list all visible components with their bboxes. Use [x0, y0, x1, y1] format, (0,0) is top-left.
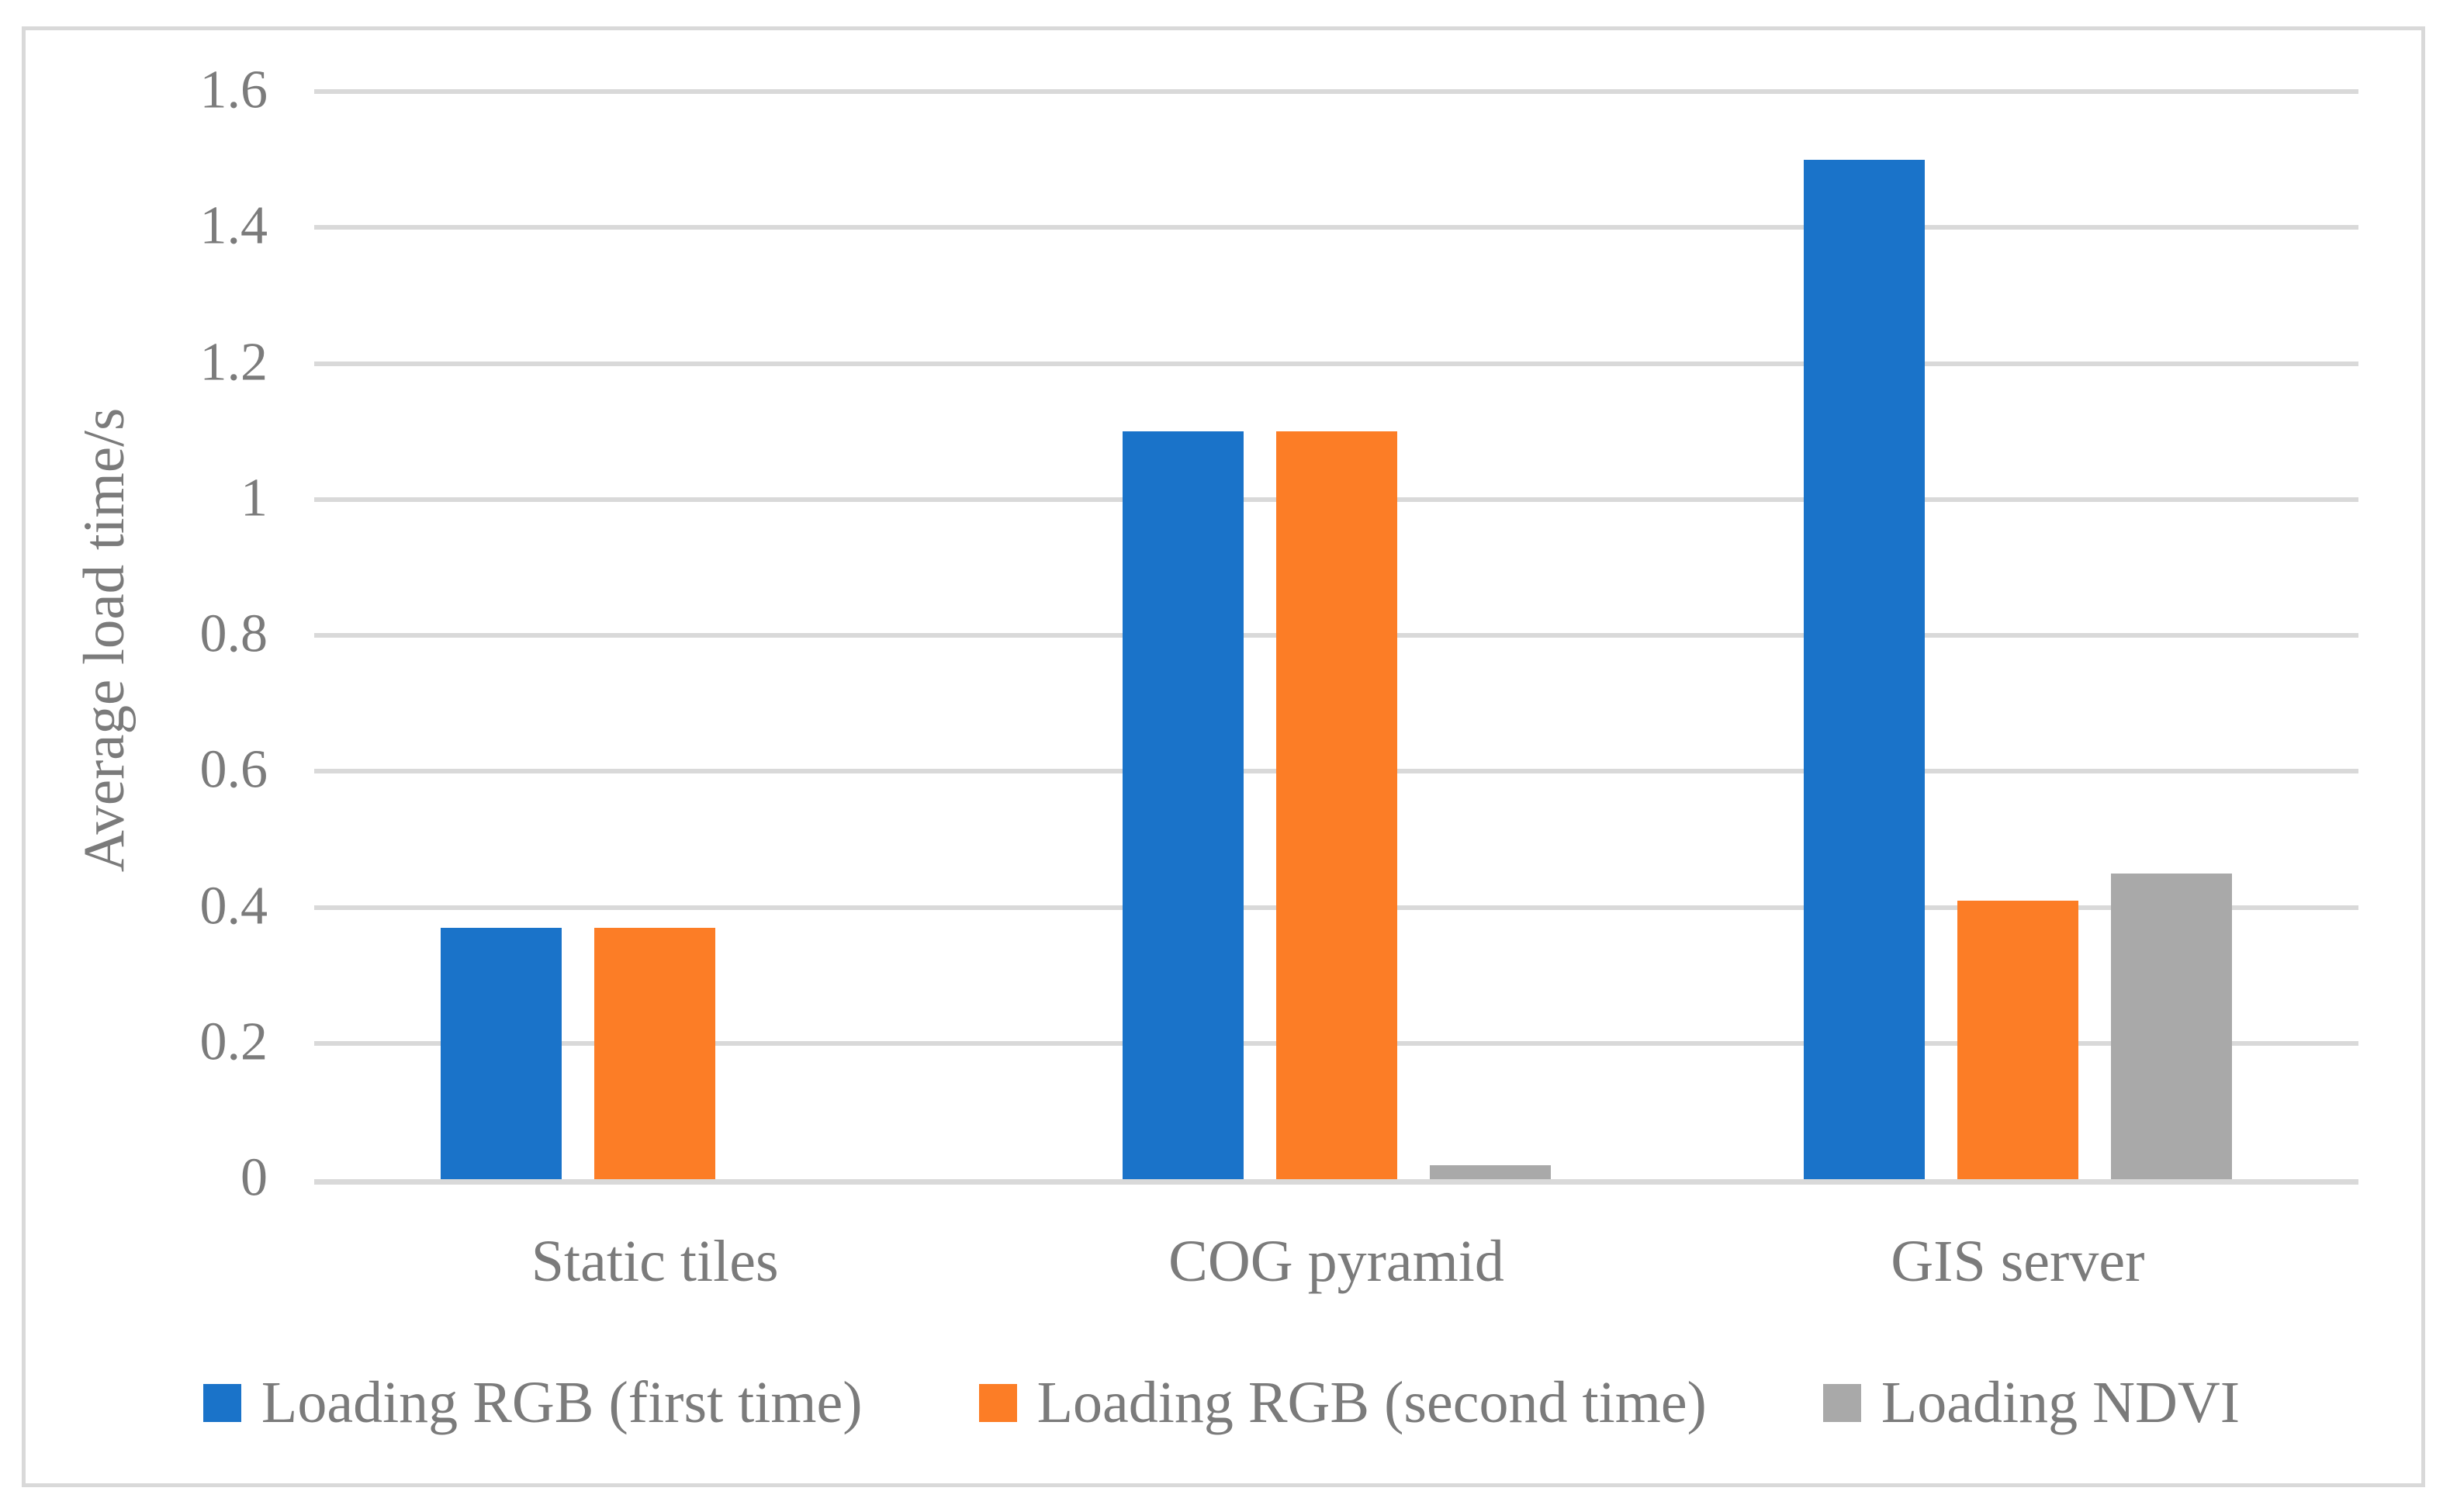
chart-frame-border	[22, 26, 2425, 1487]
x-axis-category-labels: Static tiles COG pyramid GIS server	[314, 1228, 2358, 1321]
legend-label-loading-rgb-first-time: Loading RGB (first time)	[261, 1370, 863, 1435]
legend-item-loading-rgb-first-time: Loading RGB (first time)	[202, 1369, 863, 1437]
gridline-1.6	[314, 89, 2358, 94]
bar-cog-pyramid-loading-rgb-first-time	[1122, 431, 1244, 1179]
y-axis-tick-labels: 1.6 1.4 1.2 1 0.8 0.6 0.4 0.2 0	[0, 60, 268, 1207]
gridline-1.4	[314, 225, 2358, 230]
bar-cog-pyramid-loading-ndvi	[1429, 1165, 1551, 1179]
legend-swatch-loading-ndvi	[1822, 1384, 1861, 1422]
legend-item-loading-rgb-second-time: Loading RGB (second time)	[978, 1369, 1707, 1437]
x-category-label-gis-server: GIS server	[1891, 1229, 2145, 1294]
bar-static-tiles-loading-rgb-second-time	[594, 928, 716, 1179]
y-tick-label-0: 0	[240, 1147, 268, 1208]
bar-gis-server-loading-rgb-first-time	[1803, 160, 1925, 1179]
x-category-label-static-tiles: Static tiles	[531, 1229, 779, 1294]
bar-cog-pyramid-loading-rgb-second-time	[1275, 431, 1397, 1179]
legend-item-loading-ndvi: Loading NDVI	[1822, 1369, 2241, 1437]
y-tick-label-1.2: 1.2	[199, 331, 268, 392]
gridline-1.2	[314, 361, 2358, 366]
bar-gis-server-loading-rgb-second-time	[1957, 901, 2078, 1179]
legend: Loading RGB (first time) Loading RGB (sec…	[0, 1369, 2443, 1437]
y-tick-label-1.6: 1.6	[199, 60, 268, 120]
y-tick-label-0.2: 0.2	[199, 1012, 268, 1072]
y-tick-label-0.8: 0.8	[199, 604, 268, 664]
legend-swatch-loading-rgb-first-time	[202, 1384, 241, 1422]
legend-swatch-loading-rgb-second-time	[978, 1384, 1017, 1422]
x-category-label-cog-pyramid: COG pyramid	[1168, 1229, 1504, 1294]
y-tick-label-1: 1	[240, 468, 268, 528]
bar-static-tiles-loading-rgb-first-time	[441, 928, 562, 1179]
x-axis-baseline	[314, 1179, 2358, 1185]
y-tick-label-1.4: 1.4	[199, 195, 268, 256]
legend-label-loading-ndvi: Loading NDVI	[1881, 1370, 2241, 1435]
y-tick-label-0.6: 0.6	[199, 739, 268, 800]
legend-label-loading-rgb-second-time: Loading RGB (second time)	[1036, 1370, 1707, 1435]
y-tick-label-0.4: 0.4	[199, 875, 268, 936]
plot-area	[314, 89, 2358, 1185]
bar-gis-server-loading-ndvi	[2110, 874, 2232, 1179]
